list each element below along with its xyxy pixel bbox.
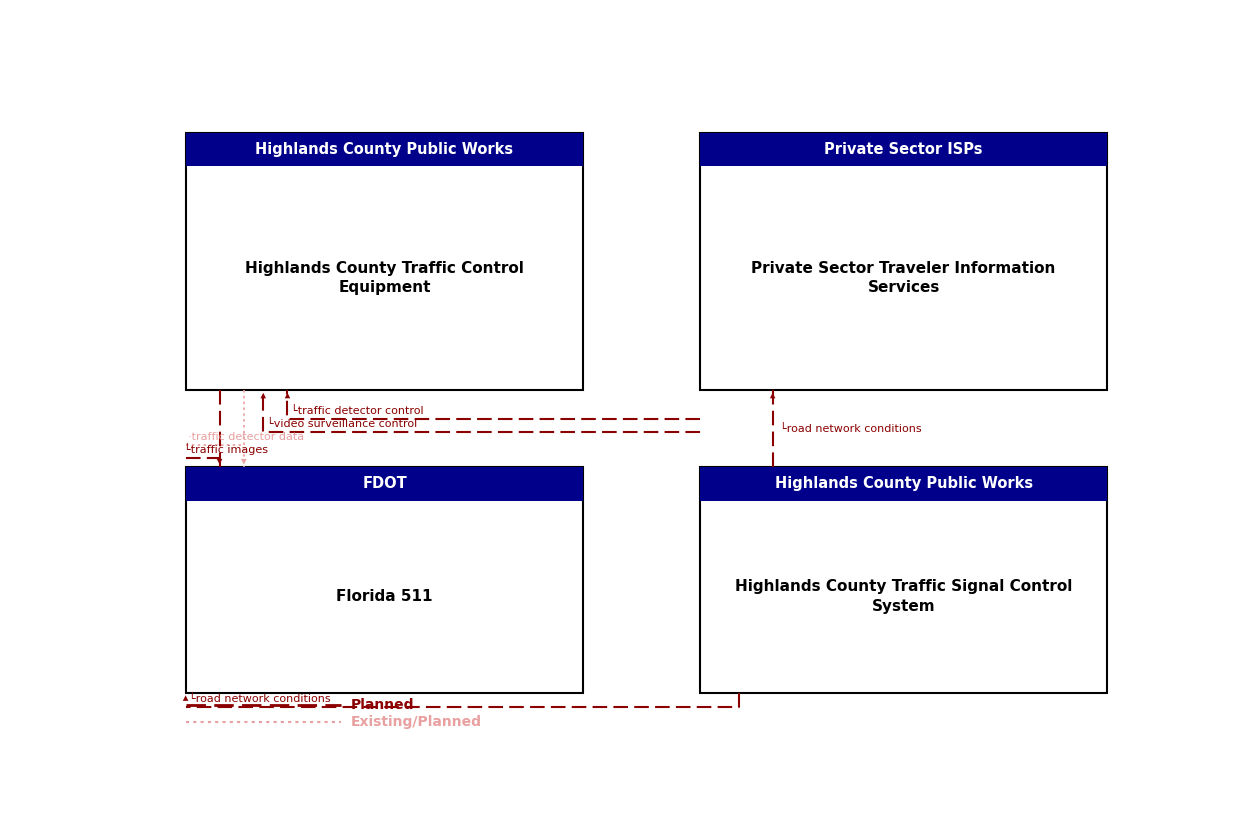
Text: Florida 511: Florida 511 <box>337 589 433 604</box>
Bar <box>700 133 1107 166</box>
Bar <box>185 467 583 692</box>
Text: └road network conditions: └road network conditions <box>780 424 921 434</box>
Text: ·traffic detector data: ·traffic detector data <box>188 432 304 442</box>
Text: Highlands County Public Works: Highlands County Public Works <box>255 142 513 156</box>
Text: Private Sector Traveler Information
Services: Private Sector Traveler Information Serv… <box>751 261 1055 295</box>
Text: └traffic images: └traffic images <box>184 443 268 455</box>
Bar <box>185 467 583 501</box>
Bar <box>700 133 1107 390</box>
Bar <box>700 467 1107 692</box>
Text: └road network conditions: └road network conditions <box>189 694 331 704</box>
Bar <box>700 467 1107 501</box>
Bar <box>185 133 583 390</box>
Bar <box>185 133 583 166</box>
Text: Existing/Planned: Existing/Planned <box>351 715 482 728</box>
Text: Highlands County Public Works: Highlands County Public Works <box>775 477 1033 492</box>
Text: Private Sector ISPs: Private Sector ISPs <box>824 142 983 156</box>
Text: └video surveillance control: └video surveillance control <box>267 419 417 429</box>
Text: Highlands County Traffic Signal Control
System: Highlands County Traffic Signal Control … <box>735 579 1072 614</box>
Text: Planned: Planned <box>351 698 414 712</box>
Text: └traffic detector control: └traffic detector control <box>292 406 424 416</box>
Text: FDOT: FDOT <box>362 477 407 492</box>
Text: Highlands County Traffic Control
Equipment: Highlands County Traffic Control Equipme… <box>245 261 523 295</box>
